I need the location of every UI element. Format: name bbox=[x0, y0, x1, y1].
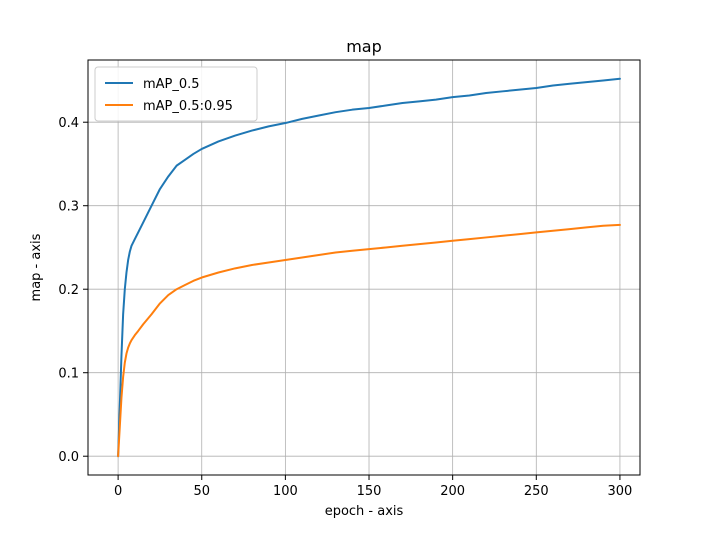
x-tick-label: 50 bbox=[193, 484, 210, 499]
x-tick-label: 300 bbox=[608, 484, 633, 499]
legend-label-1: mAP_0.5:0.95 bbox=[143, 99, 233, 114]
y-axis-label: map - axis bbox=[29, 233, 44, 301]
grid bbox=[88, 60, 640, 475]
y-tick-label: 0.1 bbox=[58, 367, 79, 382]
x-tick-label: 100 bbox=[273, 484, 298, 499]
axis-ticks: 0 50 100 150 200 250 300 0.0 0.1 0.2 0.3 0.4 bbox=[58, 116, 632, 499]
x-tick-label: 250 bbox=[524, 484, 549, 499]
legend-box bbox=[94, 66, 258, 122]
legend: mAP_0.5 mAP_0.5:0.95 bbox=[94, 66, 258, 122]
y-tick-label: 0.2 bbox=[58, 283, 79, 298]
y-tick-label: 0.3 bbox=[58, 200, 79, 215]
plot-frame bbox=[87, 59, 641, 476]
x-tick-label: 0 bbox=[114, 484, 122, 499]
y-tick-label: 0.0 bbox=[58, 450, 79, 465]
x-axis-label: epoch - axis bbox=[325, 504, 404, 519]
y-tick-label: 0.4 bbox=[58, 116, 79, 131]
chart-title: map bbox=[346, 37, 382, 56]
x-tick-label: 150 bbox=[357, 484, 382, 499]
legend-label-0: mAP_0.5 bbox=[143, 77, 200, 92]
x-tick-label: 200 bbox=[440, 484, 465, 499]
series-lines bbox=[117, 77, 621, 458]
series-line-0 bbox=[117, 77, 621, 458]
series-line-1 bbox=[117, 223, 621, 458]
